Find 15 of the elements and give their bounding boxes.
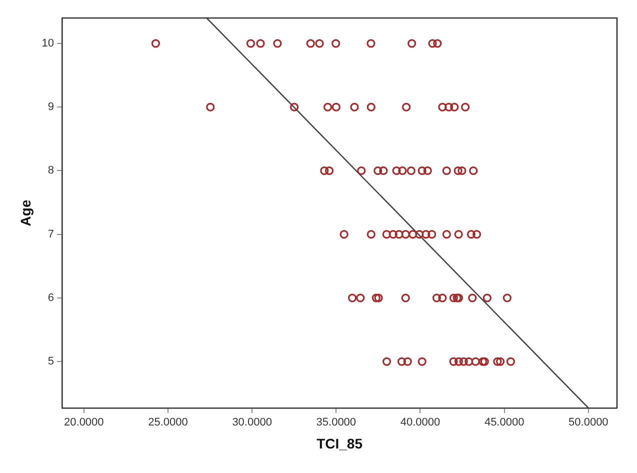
y-tick-label: 8 [48, 164, 54, 177]
x-tick-label: 35.0000 [316, 416, 356, 429]
y-tick-label: 7 [48, 228, 54, 240]
x-axis-title: TCI_85 [316, 435, 363, 452]
x-tick-label: 30.0000 [232, 416, 272, 429]
x-tick-label: 45.0000 [484, 416, 524, 429]
x-tick-label: 40.0000 [400, 416, 440, 429]
y-tick-label: 10 [42, 37, 54, 50]
x-tick-label: 25.0000 [148, 416, 188, 429]
y-axis-title: Age [17, 200, 34, 226]
y-tick-label: 5 [48, 356, 54, 368]
y-tick-label: 9 [48, 101, 54, 114]
x-tick-label: 50.0000 [568, 416, 608, 429]
x-tick-label: 20.0000 [64, 416, 104, 429]
y-tick-label: 6 [48, 292, 54, 304]
